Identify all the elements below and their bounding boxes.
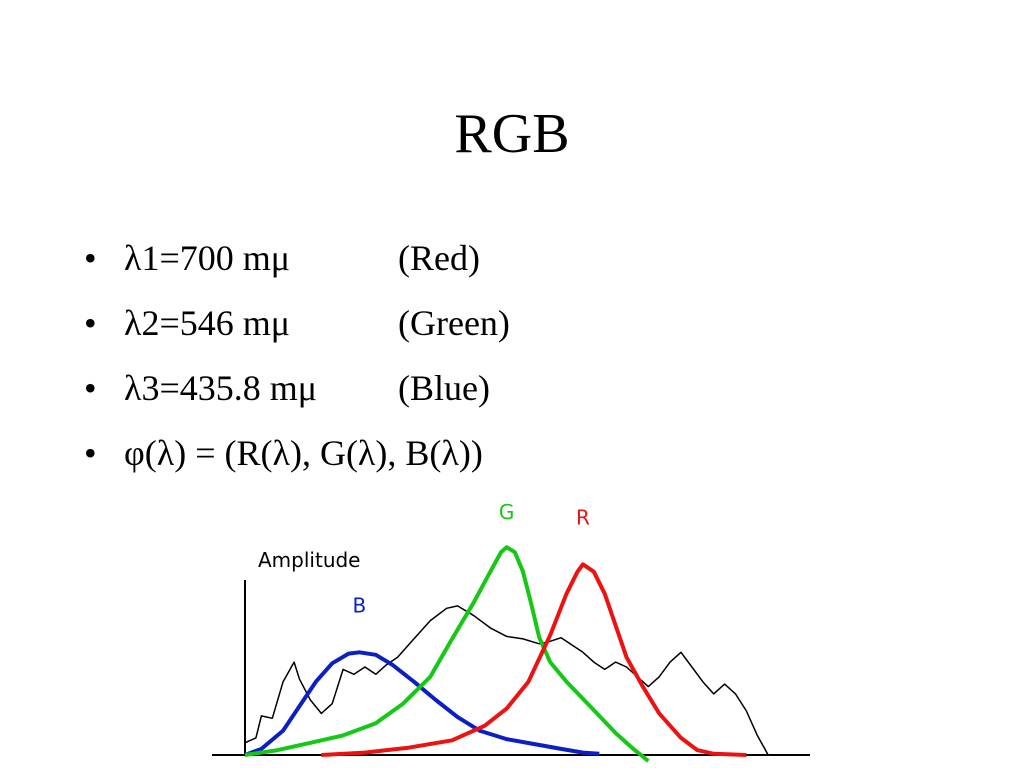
bullet-marker: •: [84, 303, 97, 343]
series-layer: [244, 545, 769, 763]
slide-title: RGB: [454, 103, 570, 165]
series-label-b: B: [353, 593, 367, 617]
series-line-spectrum: [244, 605, 769, 756]
bullet-note: (Green): [398, 303, 510, 343]
bullet-text: λ3=435.8 mμ: [124, 368, 318, 408]
series-line-g: [244, 545, 650, 763]
series-line-r: [321, 562, 747, 757]
series-label-r: R: [576, 505, 590, 529]
bullet-marker: •: [84, 238, 97, 278]
series-label-g: G: [499, 500, 515, 524]
bullet-note: (Red): [398, 238, 480, 278]
series-label-layer: B G R: [353, 500, 590, 617]
bullet-marker: •: [84, 433, 97, 473]
bullet-text: φ(λ) = (R(λ), G(λ), B(λ)): [124, 433, 483, 473]
bullet-marker: •: [84, 368, 97, 408]
bullet-text: λ2=546 mμ: [124, 303, 291, 343]
bullet-text: λ1=700 mμ: [124, 238, 291, 278]
series-line-b: [244, 650, 600, 757]
bullet-note: (Blue): [398, 368, 490, 408]
y-axis-label: Amplitude: [258, 548, 361, 572]
